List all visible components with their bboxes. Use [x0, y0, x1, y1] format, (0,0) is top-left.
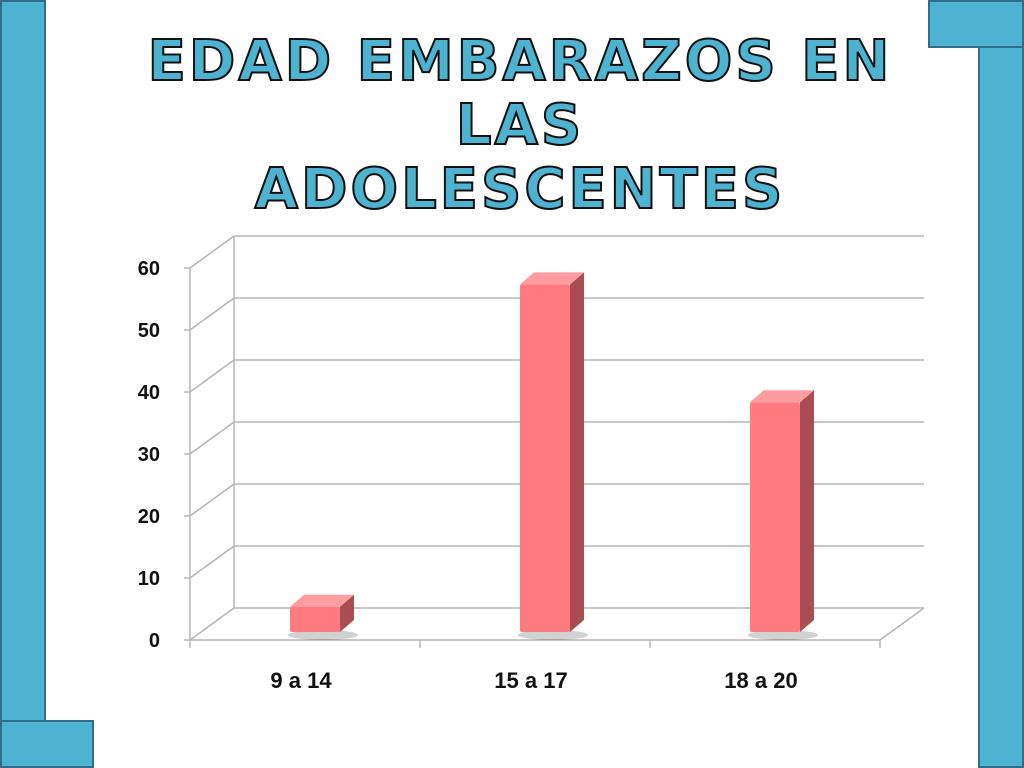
bar-top: [750, 390, 814, 403]
x-tick-label: 18 a 20: [724, 668, 797, 693]
bar: [288, 594, 358, 640]
title-line-1: Edad embarazos en las: [147, 29, 893, 159]
left-frame-bar: [0, 0, 46, 768]
gridline-depth: [189, 297, 235, 331]
title-line-2: adolescentes: [254, 157, 786, 223]
gridline-depth: [189, 359, 235, 393]
bar: [518, 272, 588, 640]
chart-axes: [184, 236, 881, 648]
bar: [748, 390, 818, 640]
bar-front: [520, 284, 570, 632]
x-tick-labels: 9 a 14 15 a 17 18 a 20: [270, 668, 797, 693]
y-tick-label: 50: [138, 320, 160, 342]
right-frame-head: [928, 0, 1024, 48]
bar-top: [520, 272, 584, 285]
slide-title: Edad embarazos en las adolescentes: [140, 29, 900, 223]
chart-bars: [288, 272, 818, 640]
gridline-depth: [189, 483, 235, 517]
y-tick-label: 10: [138, 568, 160, 590]
bar-shadow: [518, 630, 588, 640]
bar-side: [570, 272, 584, 632]
gridline-depth: [189, 545, 235, 579]
y-tick-labels: 0 10 20 30 40 50 60: [138, 258, 160, 652]
floor-edge: [879, 607, 925, 641]
bar-top: [290, 594, 354, 607]
y-tick-label: 20: [138, 506, 160, 528]
y-tick-label: 40: [138, 382, 160, 404]
gridline-depth: [189, 607, 235, 641]
y-tick-label: 30: [138, 444, 160, 466]
x-tick-label: 15 a 17: [494, 668, 567, 693]
bar-side: [340, 594, 354, 632]
bar-front: [750, 402, 800, 632]
gridline-depth: [189, 235, 235, 269]
right-frame-bar: [978, 0, 1024, 768]
bar-shadow: [288, 630, 358, 640]
bar-shadow: [748, 630, 818, 640]
x-tick-label: 9 a 14: [270, 668, 332, 693]
y-tick-label: 0: [149, 630, 160, 652]
bar-side: [800, 390, 814, 632]
gridline-depth: [189, 421, 235, 455]
bar-front: [290, 606, 340, 632]
left-frame-foot: [0, 720, 94, 768]
y-tick-label: 60: [138, 258, 160, 280]
